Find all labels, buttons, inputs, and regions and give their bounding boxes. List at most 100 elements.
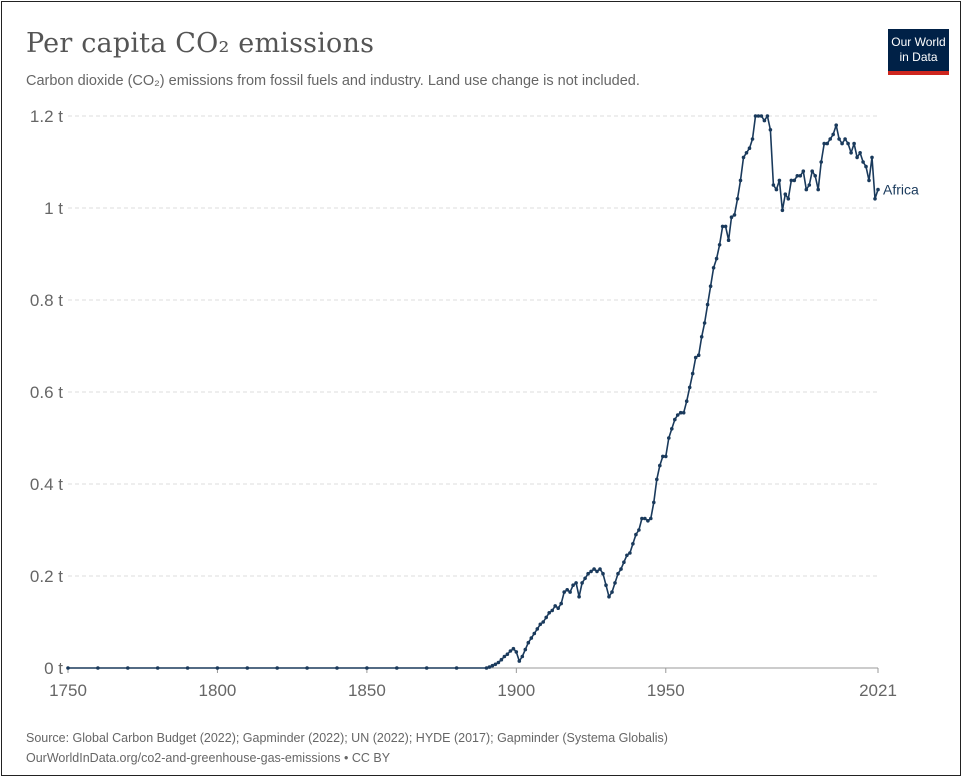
data-point [864, 164, 868, 169]
data-point [768, 128, 773, 132]
data-point [565, 588, 569, 592]
data-point [738, 178, 743, 183]
data-point [777, 178, 782, 183]
data-point [789, 178, 794, 183]
data-point [580, 581, 584, 585]
y-tick-label: 0.8 t [30, 291, 63, 310]
data-point [574, 581, 578, 585]
data-point [792, 178, 797, 183]
footer-separator: • [344, 751, 352, 765]
data-point [643, 516, 647, 521]
data-point [801, 169, 806, 173]
data-point [861, 160, 865, 164]
data-point [215, 666, 220, 670]
data-point [747, 146, 752, 150]
x-tick-label: 1750 [49, 681, 87, 700]
data-point [499, 657, 504, 662]
data-point [658, 463, 662, 468]
data-point [723, 224, 728, 229]
data-point [750, 137, 755, 141]
y-tick-label: 1 t [44, 199, 63, 218]
data-point [849, 151, 853, 155]
y-tick-label: 0 t [44, 659, 63, 678]
data-point [765, 114, 770, 118]
data-point [696, 353, 701, 358]
data-point [828, 137, 832, 141]
data-point [720, 224, 725, 229]
data-point [846, 141, 850, 146]
x-axis-ticks: 1750 1800 1850 1900 1950 2021 [49, 668, 897, 700]
data-point [741, 155, 746, 160]
data-point [424, 666, 429, 670]
data-point [454, 666, 459, 670]
data-point [577, 594, 581, 599]
data-point [876, 187, 880, 192]
data-point [502, 654, 507, 659]
y-tick-label: 0.6 t [30, 383, 63, 402]
data-point [687, 385, 692, 390]
data-point [520, 654, 525, 659]
logo-line-1: Our World [891, 35, 946, 49]
source-url-link[interactable]: OurWorldInData.org/co2-and-greenhouse-ga… [26, 751, 341, 765]
data-point [831, 132, 835, 137]
data-point [245, 666, 250, 670]
data-point [726, 238, 731, 242]
data-point [664, 454, 668, 459]
data-point [699, 335, 704, 339]
data-point [708, 284, 713, 289]
data-point [816, 187, 820, 192]
license-label[interactable]: CC BY [351, 751, 391, 765]
data-point [843, 137, 847, 141]
data-point [625, 553, 629, 558]
data-point [505, 652, 510, 656]
data-point [547, 611, 551, 615]
data-point [649, 516, 653, 521]
data-point [834, 123, 838, 127]
data-point [511, 646, 516, 651]
data-point [613, 581, 617, 585]
grid-lines [68, 115, 878, 669]
data-point [616, 571, 620, 576]
data-point [526, 640, 531, 645]
data-point [66, 666, 70, 670]
data-point [804, 187, 809, 192]
logo-line-2: in Data [899, 50, 938, 64]
data-point [684, 399, 689, 404]
data-point [646, 519, 650, 523]
data-point [681, 410, 686, 415]
owid-logo[interactable]: Our World in Data [888, 29, 949, 75]
data-point [693, 355, 698, 360]
data-point [628, 551, 632, 555]
data-point [855, 155, 859, 160]
source-note: Source: Global Carbon Budget (2022); Gap… [26, 731, 668, 745]
data-point [807, 183, 812, 187]
data-point [670, 427, 674, 431]
data-point [652, 500, 656, 505]
x-tick-label: 1950 [647, 681, 685, 700]
data-point [517, 659, 522, 663]
data-point [783, 192, 788, 196]
data-point [562, 590, 566, 594]
data-point [867, 178, 871, 183]
data-point [589, 569, 593, 574]
data-point [702, 321, 707, 325]
data-point [819, 160, 823, 164]
data-point [756, 114, 761, 118]
y-tick-label: 0.2 t [30, 567, 63, 586]
data-point [753, 114, 758, 118]
data-point [535, 627, 540, 631]
data-point [786, 197, 791, 201]
y-tick-label: 0.4 t [30, 475, 63, 494]
data-point [275, 666, 280, 670]
data-point [837, 137, 841, 141]
y-axis-ticks: 0 t 0.2 t 0.4 t 0.6 t 0.8 t 1 t 1.2 t [30, 107, 63, 678]
data-point [607, 594, 611, 599]
data-point [705, 302, 710, 307]
data-point [487, 665, 492, 669]
data-point [852, 141, 856, 146]
data-point [813, 174, 817, 178]
data-point [732, 213, 737, 217]
data-point [583, 576, 587, 581]
series-layer: Africa [66, 114, 919, 670]
